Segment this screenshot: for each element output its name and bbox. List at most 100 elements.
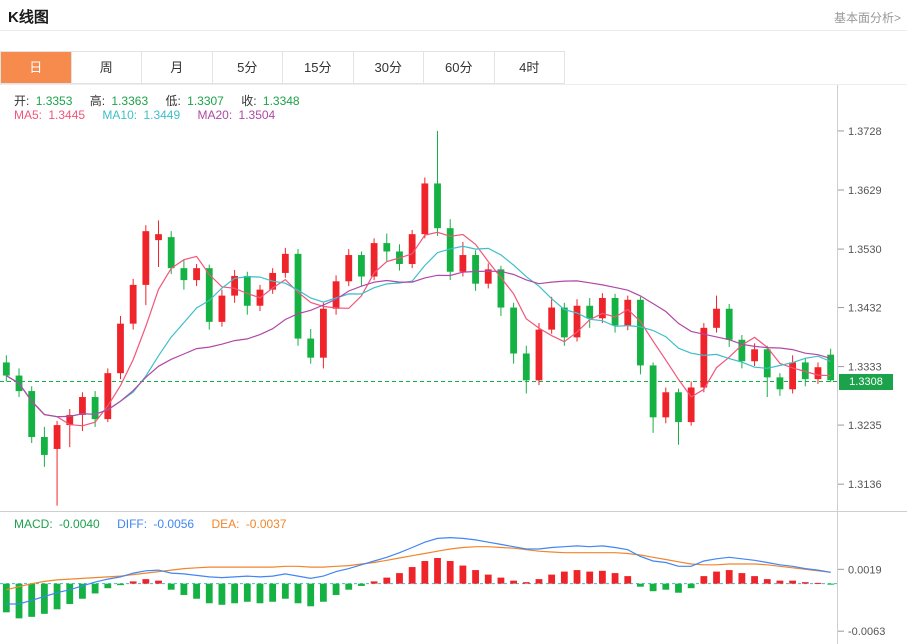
candle-body <box>2 362 10 376</box>
y-axis-label: 1.3235 <box>848 420 882 432</box>
high-value: 1.3363 <box>111 94 149 108</box>
candle-body <box>243 275 251 306</box>
candle-body <box>586 305 594 319</box>
tab-week[interactable]: 周 <box>71 52 142 83</box>
candle-body <box>205 268 213 322</box>
macd-histogram-bar <box>763 579 771 584</box>
ma10-value: 1.3449 <box>143 108 181 122</box>
macd-histogram-bar <box>687 583 695 589</box>
macd-histogram-bar <box>573 570 581 584</box>
candle-body <box>104 373 112 420</box>
ma5-value: 1.3445 <box>48 108 86 122</box>
macd-histogram-bar <box>243 583 251 602</box>
macd-histogram-bar <box>789 580 797 584</box>
candle-body <box>598 298 606 319</box>
macd-histogram-bar <box>396 573 403 584</box>
open-value: 1.3353 <box>35 94 73 108</box>
open-label: 开: <box>14 94 30 108</box>
macd-histogram-bar <box>421 561 429 584</box>
candle-body <box>662 392 670 418</box>
period-tabbar: 日周月 5分 15分 30分 60分 4时 <box>0 51 565 84</box>
candle-body <box>218 295 226 322</box>
candle-body <box>40 437 48 455</box>
candle-body <box>345 255 353 282</box>
macd-histogram-bar <box>66 583 74 605</box>
macd-histogram-bar <box>484 574 492 584</box>
macd-histogram-bar <box>827 583 835 585</box>
macd-histogram-bar <box>294 583 302 604</box>
candle-body <box>180 268 188 281</box>
macd-histogram-bar <box>662 583 670 590</box>
tab-30min[interactable]: 30分 <box>353 52 424 83</box>
macd-histogram-bar <box>408 567 416 584</box>
y-axis-label: 1.3333 <box>848 362 882 374</box>
candle-body <box>66 414 74 426</box>
macd-histogram-bar <box>700 576 708 584</box>
macd-histogram-bar <box>129 581 137 584</box>
macd-value: -0.0040 <box>59 517 100 531</box>
tab-month[interactable]: 月 <box>142 52 213 83</box>
macd-histogram-bar <box>751 576 758 584</box>
macd-histogram-bar <box>15 583 23 619</box>
candle-body <box>307 338 315 358</box>
y-axis-label: 1.3136 <box>848 479 882 491</box>
macd-axis-label: 0.0019 <box>848 564 882 576</box>
fundamental-analysis-link[interactable]: 基本面分析> <box>833 11 901 25</box>
macd-histogram-bar <box>560 571 568 584</box>
macd-histogram-bar <box>446 561 454 584</box>
candle-body <box>649 365 657 418</box>
dea-line <box>6 546 831 591</box>
candle-body <box>510 307 518 354</box>
macd-histogram-bar <box>281 583 289 599</box>
candle-body <box>408 234 416 264</box>
macd-histogram-bar <box>231 583 239 604</box>
candle-body <box>548 307 556 330</box>
diff-line <box>6 536 831 605</box>
candle-body <box>713 308 720 328</box>
ma10-label: MA10: <box>102 108 138 122</box>
y-axis-label: 1.3629 <box>848 185 882 197</box>
candle-body <box>637 299 644 366</box>
macd-histogram-bar <box>649 583 657 592</box>
candle-body <box>294 253 302 339</box>
ma5-line <box>5 231 831 427</box>
candle-body <box>434 183 441 229</box>
tab-day[interactable]: 日 <box>1 52 72 83</box>
candle-body <box>725 308 733 340</box>
macd-histogram-bar <box>91 583 99 594</box>
macd-histogram-bar <box>713 571 720 584</box>
tab-5min[interactable]: 5分 <box>212 52 283 83</box>
candle-body <box>53 425 61 449</box>
macd-histogram-bar <box>193 583 200 599</box>
candle-body <box>814 367 822 380</box>
candle-body <box>91 397 99 420</box>
macd-histogram-bar <box>358 583 365 586</box>
y-axis-label: 1.3728 <box>848 126 882 138</box>
macd-histogram-bar <box>522 582 530 584</box>
low-label: 低: <box>165 94 181 108</box>
high-label: 高: <box>89 94 106 108</box>
candle-body <box>193 268 200 281</box>
candle-body <box>738 339 746 362</box>
macd-histogram-bar <box>738 573 746 584</box>
candle-body <box>789 362 797 390</box>
candle-body <box>117 323 124 374</box>
diff-label: DIFF: <box>117 517 148 531</box>
tab-60min[interactable]: 60分 <box>424 52 495 83</box>
candle-body <box>231 275 239 296</box>
candle-body <box>459 255 467 272</box>
candle-body <box>776 377 784 390</box>
candle-body <box>801 362 809 380</box>
macd-histogram-bar <box>624 576 632 584</box>
candle-body <box>624 299 632 326</box>
macd-histogram-bar <box>611 573 619 584</box>
tab-4hour[interactable]: 4时 <box>494 52 564 83</box>
macd-histogram-bar <box>497 577 505 584</box>
macd-histogram-bar <box>814 582 822 584</box>
macd-histogram-bar <box>776 580 784 584</box>
candle-body <box>611 298 619 326</box>
tab-15min[interactable]: 15分 <box>283 52 354 83</box>
candle-body <box>560 307 568 338</box>
